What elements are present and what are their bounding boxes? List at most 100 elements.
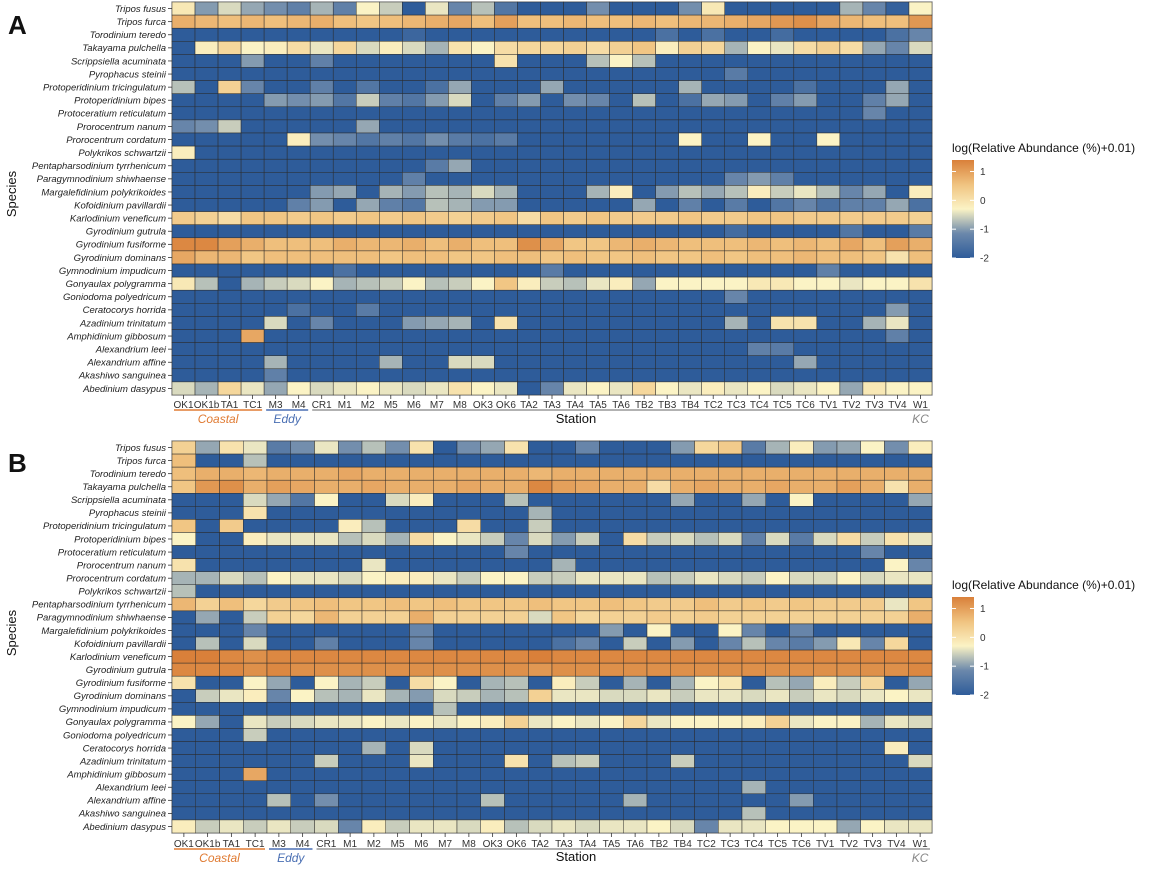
heatmap-cell [385,479,410,494]
heatmap-cell [646,493,671,507]
heatmap-cell [195,780,220,795]
heatmap-cell [540,41,564,55]
legend-tick-label: 0 [980,196,986,207]
heatmap-cell [813,623,838,638]
x-tick-label: TA2 [520,400,538,411]
heatmap-cell [770,250,795,265]
heatmap-cell [448,211,472,225]
heatmap-cell [540,211,564,225]
heatmap-cell [528,728,553,742]
heatmap-cell [494,106,518,121]
heatmap-cell [480,675,505,690]
x-tick-label: TC4 [750,400,769,411]
heatmap-cell [355,172,380,186]
heatmap-cell [240,355,265,370]
heatmap-cell [448,342,472,356]
heatmap-cell [789,636,814,651]
heatmap-cell [528,545,553,559]
heatmap-cell [480,597,505,612]
heatmap-cell [480,479,505,494]
heatmap-cell [609,263,633,278]
heatmap-cell [402,276,426,291]
heatmap-cell [314,597,339,612]
heatmap-cell [456,780,481,795]
heatmap-cell [171,741,196,755]
heatmap-cell [504,675,529,690]
heatmap-cell [860,453,885,468]
heatmap-cell [718,793,743,808]
heatmap-cell [433,689,458,703]
heatmap-cell [741,662,766,677]
heatmap-cell [494,276,518,291]
heatmap-cell [219,453,244,468]
heatmap-cell [355,263,380,278]
heatmap-cell [770,67,795,81]
heatmap-cell [309,132,334,147]
heatmap-cell [908,329,933,343]
heatmap-cell [243,702,268,716]
heatmap-cell [195,636,220,651]
heatmap-cell [632,303,656,317]
heatmap-cell [724,67,749,81]
heatmap-cell [494,224,518,239]
heatmap-cell [219,780,244,795]
heatmap-cell [908,689,933,703]
heatmap-cell [219,689,244,703]
heatmap-cell [655,158,679,173]
heatmap-cell [456,675,481,690]
y-tick-label: Protoperidinium bipes [74,96,166,107]
heatmap-cell [309,145,334,160]
heatmap-cell [575,545,600,559]
heatmap-cell [670,532,695,546]
heatmap-cell [171,466,196,481]
heatmap-cell [494,198,518,212]
heatmap-cell [860,780,885,795]
heatmap-cell [793,158,818,173]
heatmap-cell [646,623,671,638]
station-group-label: KC [912,412,929,426]
heatmap-cell [839,132,864,147]
heatmap-cell [379,158,403,173]
heatmap-cell [678,14,702,29]
x-tick-label: TC3 [721,839,740,850]
heatmap-cell [599,780,624,795]
heatmap-cell [219,479,244,494]
heatmap-cell [586,342,610,356]
heatmap-cell [655,198,679,212]
heatmap-cell [528,532,553,546]
heatmap-cell [263,14,288,29]
x-tick-label: TC6 [796,400,815,411]
heatmap-cell [813,728,838,742]
heatmap-cell [409,597,434,612]
heatmap-cell [694,597,719,612]
heatmap-cell [816,185,841,199]
heatmap-cell [813,662,838,677]
heatmap-cell [286,172,311,186]
heatmap-cell [195,819,220,834]
heatmap-cell [862,381,887,396]
heatmap-cell [862,211,887,225]
heatmap-cell [793,54,818,68]
heatmap-cell [243,793,268,808]
heatmap-cell [839,303,864,317]
heatmap-cell [694,623,719,638]
heatmap-cell [563,27,587,42]
heatmap-cell [471,119,495,134]
heatmap-cell [355,14,380,29]
heatmap-cell [433,623,458,638]
heatmap-cell [171,198,196,212]
heatmap-cell [770,289,795,304]
heatmap-cell [885,54,910,68]
heatmap-cell [219,597,244,612]
heatmap-cell [194,172,219,186]
heatmap-cell [263,276,288,291]
heatmap-cell [551,440,576,455]
heatmap-cell [286,132,311,147]
heatmap-cell [355,381,380,396]
heatmap-cell [599,453,624,468]
heatmap-cell [409,649,434,664]
heatmap-cell [332,185,357,199]
heatmap-cell [379,67,403,81]
heatmap-cell [632,185,656,199]
